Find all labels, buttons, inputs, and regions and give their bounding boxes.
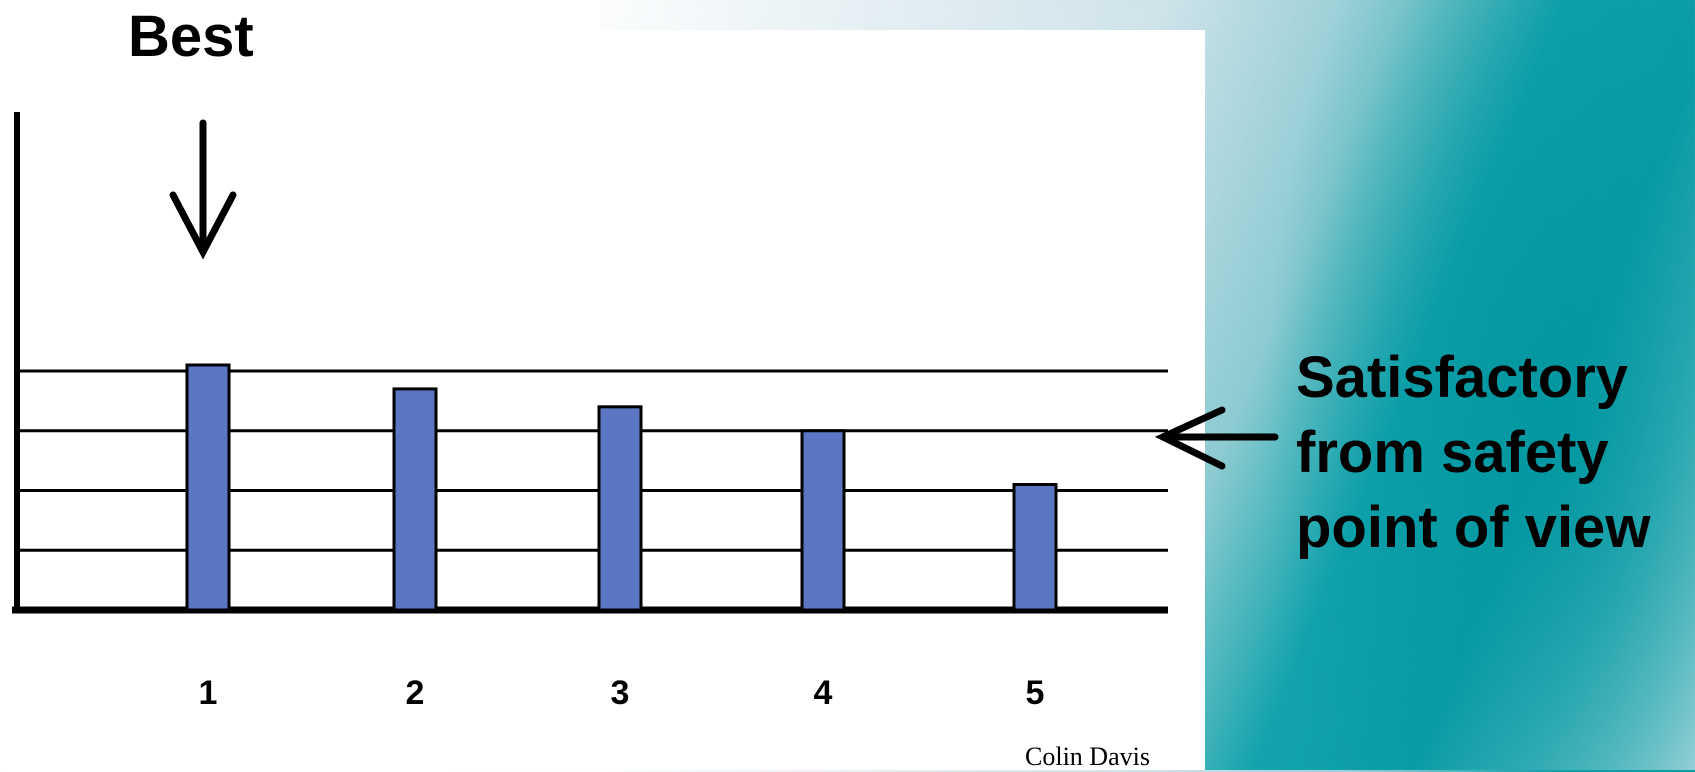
x-tick-label: 1 [199, 674, 218, 712]
bar [597, 405, 643, 612]
arrow-down-icon [169, 119, 237, 260]
x-tick-label: 5 [1026, 674, 1045, 712]
bar [392, 387, 438, 612]
x-tick-label: 4 [814, 674, 833, 712]
satisfactory-line-1: Satisfactory [1296, 345, 1629, 410]
satisfactory-line-3: point of view [1296, 495, 1651, 560]
tick-labels: 1 2 3 4 5 [199, 674, 1045, 712]
author-credit: Colin Davis [1025, 742, 1150, 771]
x-tick-label: 2 [406, 674, 425, 712]
best-annotation: Best [128, 4, 254, 69]
arrow-left-icon [1154, 406, 1279, 470]
axes [12, 112, 1168, 614]
bar [1012, 483, 1058, 612]
bar [800, 429, 846, 612]
bar [185, 363, 231, 612]
x-tick-label: 3 [611, 674, 630, 712]
satisfactory-annotation: Satisfactory from safety point of view [1296, 340, 1650, 565]
satisfactory-line-2: from safety [1296, 420, 1609, 485]
bars [185, 363, 1058, 612]
